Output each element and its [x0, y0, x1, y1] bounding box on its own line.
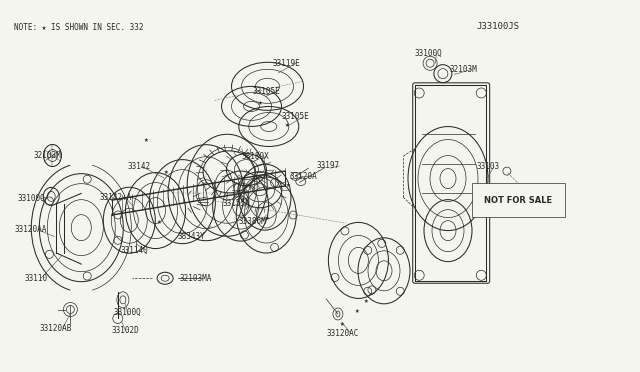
Text: 33120A: 33120A [289, 172, 317, 181]
Text: 33100Q: 33100Q [415, 49, 442, 58]
Text: 33197: 33197 [316, 161, 339, 170]
Text: ★: ★ [257, 98, 262, 107]
Text: 33100Q: 33100Q [18, 194, 45, 203]
Text: 33114Q: 33114Q [120, 246, 148, 254]
Text: ★: ★ [355, 307, 360, 315]
Text: ★: ★ [265, 214, 270, 222]
Text: 33142: 33142 [128, 162, 151, 171]
Text: NOT FOR SALE: NOT FOR SALE [484, 196, 552, 205]
Text: 33103: 33103 [476, 162, 499, 171]
Text: ★: ★ [143, 135, 148, 144]
Text: ★: ★ [339, 319, 344, 328]
Text: 33120AB: 33120AB [40, 324, 72, 333]
Text: ★: ★ [364, 296, 369, 305]
Text: J33100JS: J33100JS [477, 22, 520, 31]
Text: 32103M: 32103M [33, 151, 61, 160]
Text: 33102D: 33102D [112, 326, 140, 335]
Text: 33119E: 33119E [273, 59, 300, 68]
Text: 32103MA: 32103MA [179, 274, 212, 283]
Text: ★: ★ [164, 167, 169, 176]
Text: 33100Q: 33100Q [114, 308, 141, 317]
Text: 33110: 33110 [24, 274, 47, 283]
Text: 32103M: 32103M [449, 65, 477, 74]
Text: 38343Y: 38343Y [178, 232, 205, 241]
Text: 38189X: 38189X [242, 153, 269, 161]
Text: ★: ★ [156, 217, 161, 226]
Text: 33120AC: 33120AC [326, 329, 359, 338]
Text: 33120AA: 33120AA [14, 225, 47, 234]
Text: 33155N: 33155N [223, 199, 250, 208]
Text: 33105E: 33105E [253, 87, 280, 96]
Text: 33142+A: 33142+A [99, 193, 132, 202]
Text: ★: ★ [284, 120, 289, 129]
Text: 33386M: 33386M [238, 217, 266, 226]
Text: NOTE: ★ IS SHOWN IN SEC. 332: NOTE: ★ IS SHOWN IN SEC. 332 [14, 23, 143, 32]
Text: 33105E: 33105E [282, 112, 309, 121]
Text: ★: ★ [285, 180, 291, 189]
